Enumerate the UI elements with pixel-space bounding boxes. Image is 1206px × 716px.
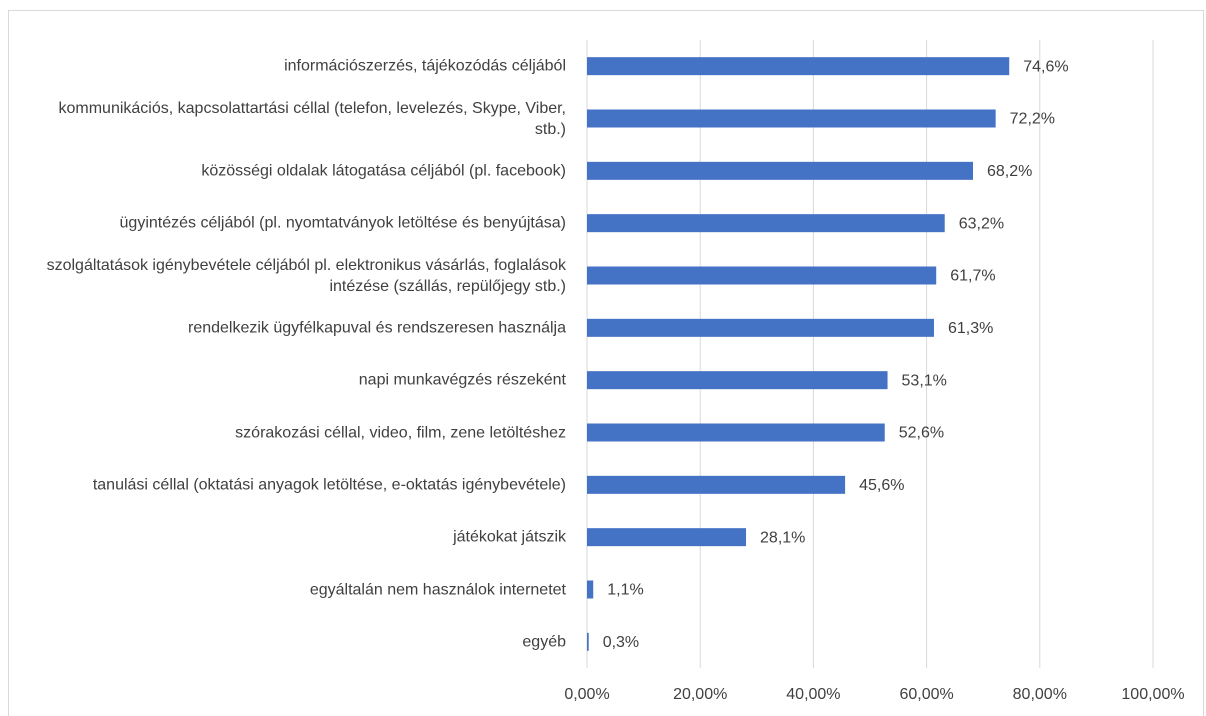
category-label: kommunikációs, kapcsolattartási céllal (… — [58, 99, 567, 138]
value-label: 45,6% — [859, 477, 904, 494]
bar — [587, 266, 937, 285]
category-label: rendelkezik ügyfélkapuval és rendszerese… — [188, 319, 566, 337]
value-label: 28,1% — [760, 529, 805, 546]
category-label: közösségi oldalak látogatása céljából (p… — [201, 162, 566, 180]
x-tick-label: 60,00% — [899, 686, 953, 703]
x-tick-label: 100,00% — [1121, 686, 1184, 703]
x-tick-label: 20,00% — [673, 686, 727, 703]
bar — [587, 109, 996, 128]
x-tick-label: 40,00% — [786, 686, 840, 703]
bar — [587, 580, 594, 599]
category-label: szórakozási céllal, video, film, zene le… — [235, 424, 566, 441]
category-label: játékokat játszik — [453, 528, 566, 546]
value-label: 72,2% — [1010, 111, 1055, 128]
bar — [587, 632, 589, 651]
bar — [587, 371, 888, 390]
value-label: 61,3% — [948, 320, 993, 337]
bar — [587, 423, 885, 442]
bar — [587, 475, 846, 494]
x-tick-label: 0,00% — [564, 686, 609, 703]
x-tick-label: 80,00% — [1013, 686, 1067, 703]
category-label: napi munkavégzés részeként — [358, 371, 566, 389]
value-label: 68,2% — [987, 163, 1032, 180]
value-label: 61,7% — [950, 268, 995, 285]
bar — [587, 318, 934, 337]
value-label: 52,6% — [899, 425, 944, 442]
value-label: 74,6% — [1023, 58, 1068, 75]
bar — [587, 161, 974, 180]
value-label: 0,3% — [603, 634, 639, 651]
chart-frame — [8, 10, 1204, 716]
category-label: információszerzés, tájékozódás céljából — [284, 57, 566, 75]
category-label: ügyintézés céljából (pl. nyomtatványok l… — [119, 214, 566, 232]
bar — [587, 57, 1010, 76]
bar — [587, 214, 945, 233]
value-label: 1,1% — [607, 582, 643, 599]
value-label: 53,1% — [902, 372, 947, 389]
category-label: egyéb — [522, 633, 566, 651]
category-label: tanulási céllal (oktatási anyagok letölt… — [92, 476, 566, 494]
category-label: szolgáltatások igénybevétele céljából pl… — [46, 256, 566, 295]
category-label: egyáltalán nem használok internetet — [309, 581, 566, 598]
value-label: 63,2% — [959, 215, 1004, 232]
bar — [587, 528, 747, 547]
